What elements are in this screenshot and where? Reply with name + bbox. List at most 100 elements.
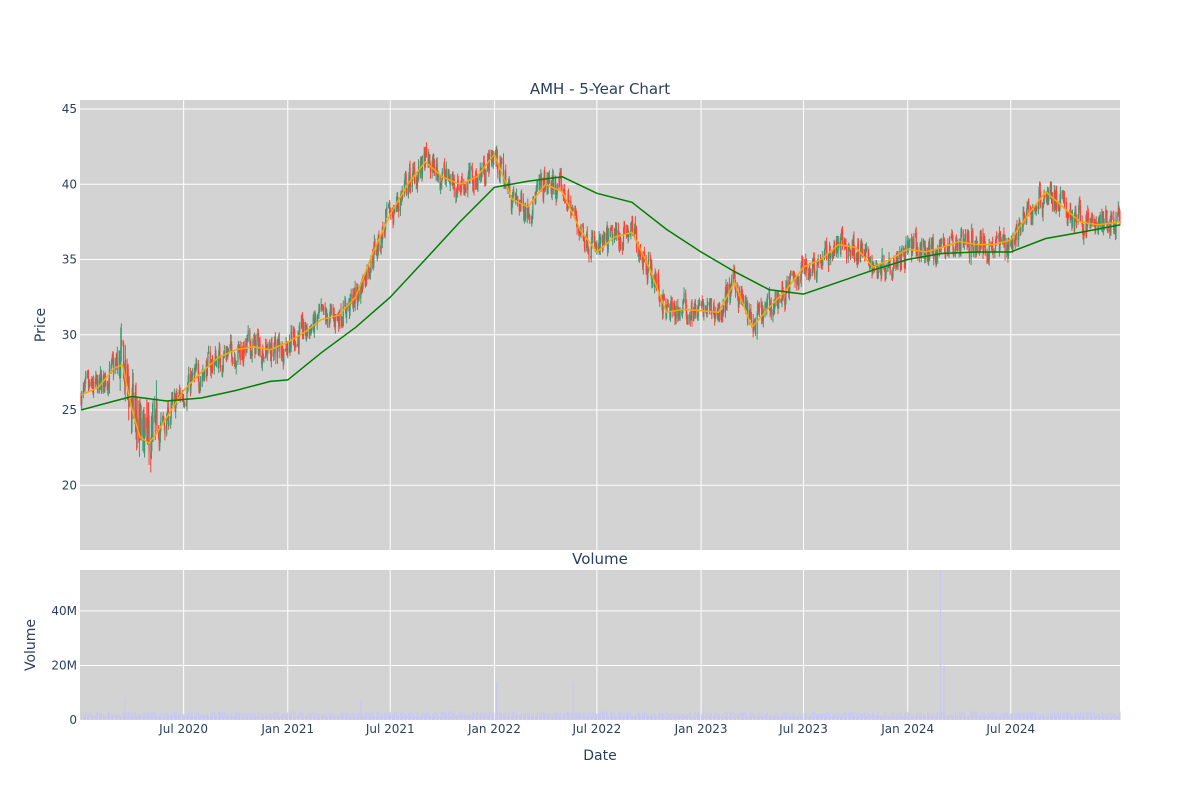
candle-body <box>881 263 883 276</box>
volume-bar <box>839 716 841 720</box>
volume-bar <box>146 713 148 720</box>
volume-bar <box>568 714 570 720</box>
volume-bar <box>344 713 346 720</box>
volume-bar <box>128 711 130 720</box>
candle-body <box>667 304 669 307</box>
candle-body <box>714 315 716 320</box>
volume-bar <box>309 715 311 720</box>
volume-bar <box>348 715 350 720</box>
volume-bar <box>730 712 732 720</box>
candle-body <box>277 341 279 346</box>
volume-bar <box>576 713 578 720</box>
volume-bar <box>108 712 110 720</box>
candle-body <box>1000 238 1002 242</box>
volume-bar <box>679 716 681 720</box>
candle-body <box>90 381 92 386</box>
volume-bar <box>504 712 506 720</box>
volume-bar <box>547 715 549 720</box>
volume-bar <box>670 715 672 720</box>
candle-body <box>802 263 804 267</box>
candle-body <box>295 345 297 348</box>
volume-bar <box>689 715 691 720</box>
volume-bar <box>245 714 247 720</box>
volume-bar <box>580 713 582 720</box>
candle-body <box>612 238 614 241</box>
candle-body <box>800 279 802 281</box>
candle-body <box>637 247 639 257</box>
volume-bar <box>666 716 668 720</box>
volume-bar <box>706 714 708 720</box>
volume-bar <box>1079 715 1081 720</box>
candle-body <box>566 203 568 209</box>
candle-body <box>974 240 976 252</box>
volume-bar <box>366 713 368 720</box>
volume-bar <box>301 712 303 720</box>
volume-bar <box>273 713 275 720</box>
candle-body <box>476 177 478 188</box>
volume-bar <box>857 713 859 720</box>
volume-bar <box>500 713 502 720</box>
candle-body <box>809 267 811 274</box>
volume-bar <box>1095 716 1097 720</box>
candle-body <box>349 298 351 312</box>
volume-bar <box>758 711 760 720</box>
volume-bar <box>1073 715 1075 720</box>
candle-body <box>158 428 160 439</box>
volume-bar <box>1035 715 1037 720</box>
candle-body <box>346 306 348 317</box>
candle-body <box>570 200 572 215</box>
volume-bar <box>448 711 450 720</box>
candle-body <box>211 360 214 371</box>
volume-bar <box>1061 716 1063 720</box>
candle-body <box>370 255 372 272</box>
candle-body <box>603 237 605 239</box>
volume-bar <box>975 711 977 720</box>
candle-body <box>674 310 676 319</box>
volume-bar <box>978 716 980 720</box>
volume-bar <box>440 716 442 720</box>
volume-bar <box>1066 716 1068 720</box>
volume-bar <box>353 715 355 720</box>
candle-body <box>1036 206 1038 209</box>
volume-bar <box>642 712 644 720</box>
volume-bar <box>119 714 121 720</box>
volume-bar <box>138 713 140 720</box>
volume-bar <box>441 715 443 720</box>
volume-bar <box>246 714 248 720</box>
volume-bar <box>790 715 792 720</box>
volume-bar <box>889 714 891 720</box>
candle-body <box>1063 197 1066 202</box>
volume-bar <box>877 715 879 720</box>
volume-bar <box>174 711 176 720</box>
candle-body <box>365 275 367 287</box>
volume-bar <box>616 716 618 720</box>
candle-body <box>611 225 613 241</box>
volume-bar <box>697 714 699 720</box>
volume-bar <box>686 714 688 720</box>
volume-bar <box>912 714 914 720</box>
volume-bar <box>1043 715 1045 720</box>
volume-bar <box>559 715 561 720</box>
candle-body <box>140 418 142 436</box>
volume-bar <box>461 711 463 720</box>
candle-body <box>1019 222 1021 227</box>
volume-bar <box>392 714 394 720</box>
candle-body <box>558 178 561 187</box>
candle-body <box>253 340 255 345</box>
volume-bar <box>526 712 528 720</box>
candle-body <box>889 263 891 274</box>
candle-body <box>387 204 390 207</box>
candle-body <box>520 193 522 205</box>
x-tick-label: Jul 2024 <box>985 722 1035 736</box>
candle-body <box>279 342 281 352</box>
volume-bar <box>292 711 294 720</box>
volume-bar <box>1022 715 1024 720</box>
volume-bar <box>150 711 152 720</box>
volume-bar <box>303 714 305 720</box>
candle-body <box>709 301 711 310</box>
volume-bar <box>996 715 998 720</box>
volume-bar <box>1070 715 1072 720</box>
volume-bar <box>281 713 283 720</box>
